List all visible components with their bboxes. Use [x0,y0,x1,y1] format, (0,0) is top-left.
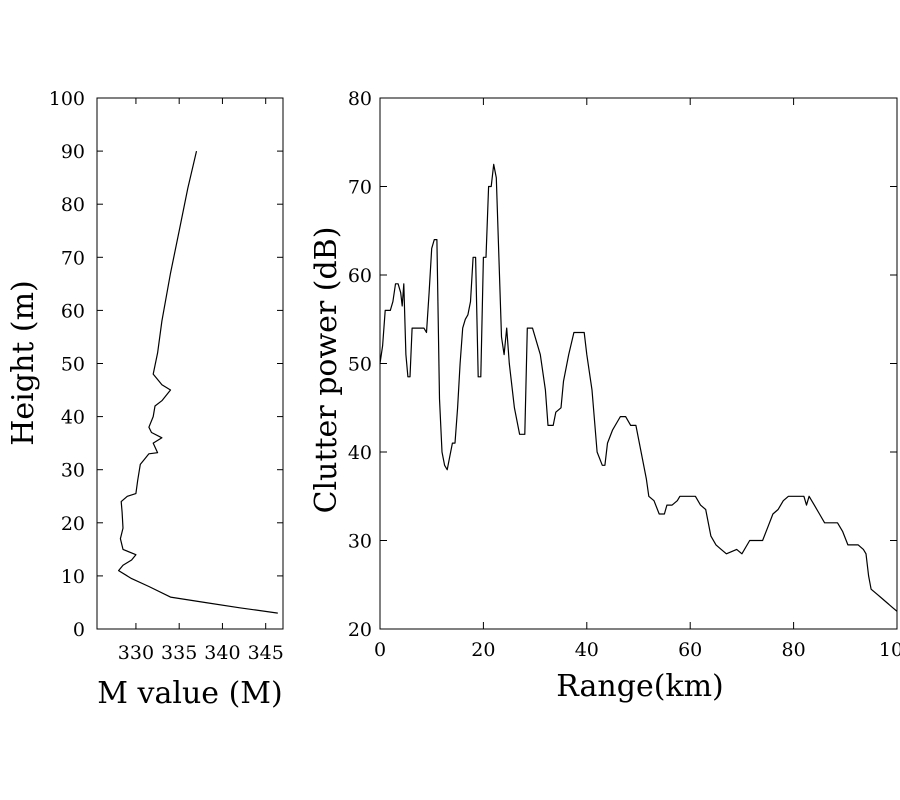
clutter-power-panel: 02040608010020304050607080 Range(km) Clu… [309,88,900,704]
right-x-tick-label: 100 [879,639,900,661]
right-y-axis-label: Clutter power (dB) [309,227,344,514]
left-y-tick-label: 20 [61,513,85,535]
right-x-tick-label: 40 [575,639,599,661]
right-y-tick-label: 20 [348,619,372,641]
right-y-tick-label: 60 [348,265,372,287]
right-y-tick-label: 50 [348,354,372,376]
left-y-tick-label: 60 [61,300,85,322]
height-profile-panel: 330 335 340 345 0 10 20 30 40 50 60 70 80 90 100 M val… [6,88,284,711]
left-y-tick-label: 50 [61,354,85,376]
right-y-tick-label: 30 [348,531,372,553]
left-y-tick-label: 90 [61,141,85,163]
right-y-tick-label: 80 [348,88,372,110]
left-y-axis-label: Height (m) [6,280,41,445]
left-y-tick-label: 80 [61,194,85,216]
right-tick-group: 02040608010020304050607080 [348,88,900,661]
right-x-tick-label: 0 [374,639,386,661]
right-x-tick-label: 20 [471,639,495,661]
right-y-tick-label: 40 [348,442,372,464]
left-x-tick-label: 340 [204,642,240,664]
left-x-tick-label: 330 [118,642,154,664]
left-y-tick-label: 30 [61,460,85,482]
right-x-axis-label: Range(km) [556,669,723,704]
left-x-tick-label: 345 [248,642,284,664]
left-tick-group: 330 335 340 345 0 10 20 30 40 50 60 70 80 90 100 [49,88,284,664]
left-x-axis-label: M value (M) [97,676,282,711]
left-y-tick-label: 70 [61,247,85,269]
left-x-tick-label: 335 [161,642,197,664]
right-x-tick-label: 80 [782,639,806,661]
left-y-tick-label: 40 [61,407,85,429]
left-y-tick-label: 0 [73,619,85,641]
clutter-power-line [379,163,898,612]
left-y-tick-label: 10 [61,566,85,588]
m-profile-line [118,150,278,614]
left-y-tick-label: 100 [49,88,85,110]
right-y-tick-label: 70 [348,177,372,199]
right-x-tick-label: 60 [678,639,702,661]
